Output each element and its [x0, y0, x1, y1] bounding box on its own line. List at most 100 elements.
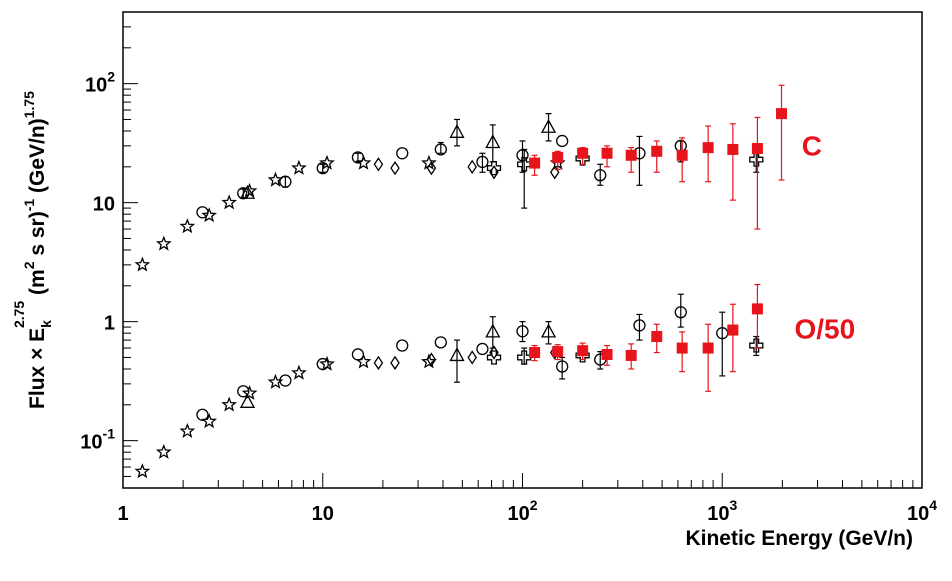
data-point [776, 84, 788, 181]
x-tick-label: 10 [312, 503, 334, 525]
star-marker [355, 154, 372, 170]
data-point [291, 364, 307, 380]
data-point [449, 118, 465, 147]
data-points [134, 84, 788, 479]
star-marker [221, 396, 238, 412]
data-point [316, 161, 329, 175]
x-tick-label: 104 [907, 497, 937, 525]
data-point [549, 165, 560, 180]
data-point [577, 147, 589, 165]
square-marker [529, 347, 541, 359]
data-point [540, 113, 557, 142]
data-point [467, 350, 477, 365]
cross-marker [486, 350, 502, 365]
circle-marker [556, 134, 569, 148]
data-point [179, 422, 196, 438]
y-axis-label-sub: k [38, 320, 54, 328]
y-axis-label-sup3: -1 [21, 199, 37, 212]
data-point [396, 147, 409, 160]
square-marker [651, 145, 663, 157]
triangle-marker [449, 347, 465, 362]
data-point [434, 141, 447, 156]
data-point [552, 150, 564, 171]
data-point [155, 235, 172, 251]
triangle-marker [540, 323, 557, 338]
data-point [556, 356, 569, 380]
data-point [577, 342, 589, 361]
data-point [155, 443, 172, 459]
y-axis-label-sup2: 2 [21, 261, 37, 269]
data-point [179, 218, 196, 234]
star-marker [201, 413, 218, 429]
data-point [601, 344, 613, 366]
star-marker [267, 171, 284, 187]
y-tick-label: 10-1 [80, 426, 115, 454]
x-tick-label: 102 [507, 497, 537, 525]
y-tick-label: 1 [104, 313, 115, 335]
data-point [633, 135, 646, 186]
data-point [486, 350, 502, 365]
y-axis-label: Flux × Ek 2.75 (m2 s sr)-1 (GeV/n)1.75 [11, 91, 54, 409]
square-marker [702, 142, 714, 154]
cross-marker [517, 350, 532, 365]
square-marker [601, 348, 613, 360]
diamond-marker [549, 165, 560, 180]
square-marker [751, 303, 763, 315]
circle-marker [351, 151, 365, 164]
square-marker [552, 151, 564, 163]
triangle-marker [485, 134, 501, 149]
square-marker [727, 324, 739, 336]
star-marker [201, 207, 217, 223]
data-point [727, 303, 739, 373]
star-marker [179, 218, 196, 234]
data-point [751, 283, 763, 349]
circle-marker [476, 342, 489, 356]
x-axis-label: Kinetic Energy (GeV/n) [685, 527, 913, 550]
annotations: C O/50 [795, 130, 856, 344]
cross-marker [486, 160, 502, 176]
circle-marker [396, 147, 409, 160]
axis-ticks [122, 11, 923, 489]
data-point [556, 134, 569, 148]
diamond-marker [390, 160, 400, 176]
data-point [434, 336, 447, 349]
triangle-marker [485, 323, 501, 338]
diamond-marker [426, 352, 437, 367]
data-point [267, 171, 284, 187]
data-point [221, 194, 238, 210]
data-point [485, 316, 501, 349]
data-point [201, 207, 217, 223]
y-tick-label: 102 [85, 69, 115, 97]
data-point [426, 352, 437, 367]
square-marker [651, 331, 663, 343]
data-point [716, 311, 729, 377]
circle-marker [674, 306, 687, 319]
data-point [201, 413, 218, 429]
square-marker [676, 149, 688, 161]
data-point [676, 137, 688, 183]
data-point [702, 323, 714, 392]
data-point [625, 343, 637, 370]
diamond-marker [467, 350, 477, 365]
circle-marker [237, 385, 250, 398]
data-point [373, 157, 384, 172]
data-point [751, 116, 763, 230]
data-point [594, 163, 607, 186]
data-point [651, 140, 663, 173]
plot-frame [122, 11, 923, 489]
data-point [239, 393, 256, 408]
circle-marker [279, 175, 292, 188]
square-marker [676, 342, 688, 354]
diamond-marker [390, 355, 400, 371]
data-point [221, 396, 238, 412]
triangle-marker [540, 118, 557, 133]
data-point [279, 175, 292, 188]
data-point [516, 321, 529, 343]
data-point [291, 159, 307, 175]
star-marker [355, 353, 372, 369]
data-point [373, 355, 384, 371]
star-marker [319, 154, 335, 170]
circle-marker [476, 155, 489, 169]
circle-marker [633, 319, 646, 332]
